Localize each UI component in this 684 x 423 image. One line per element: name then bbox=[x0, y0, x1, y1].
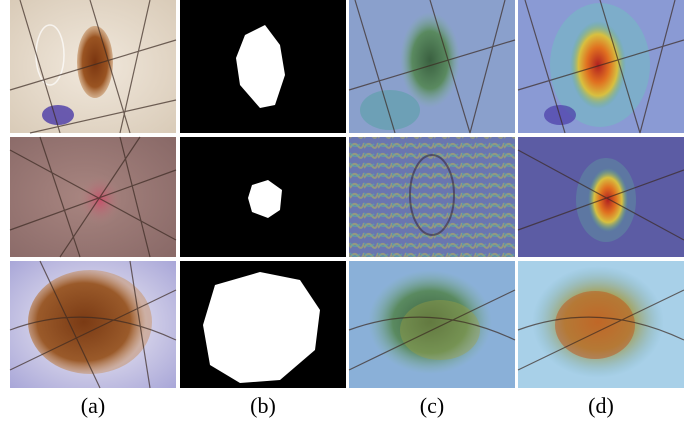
mask-b3 bbox=[180, 261, 346, 388]
panel-label: (b) bbox=[250, 393, 276, 418]
image-a2 bbox=[10, 137, 176, 257]
mask-b2 bbox=[180, 137, 346, 257]
panel-label: (d) bbox=[588, 393, 614, 418]
heatmap-c3 bbox=[349, 261, 515, 388]
panel-label: (a) bbox=[81, 393, 105, 418]
image-a1 bbox=[10, 0, 176, 133]
image-a3 bbox=[10, 261, 176, 388]
heatmap-d1 bbox=[518, 0, 684, 133]
figure: (a) (b) (c) (d) bbox=[0, 0, 684, 423]
mask-b1 bbox=[180, 0, 346, 133]
panel-label: (c) bbox=[420, 393, 444, 418]
heatmap-c2 bbox=[349, 137, 515, 257]
heatmap-d2 bbox=[518, 137, 684, 257]
heatmap-d3 bbox=[518, 261, 684, 388]
heatmap-c1 bbox=[349, 0, 515, 133]
